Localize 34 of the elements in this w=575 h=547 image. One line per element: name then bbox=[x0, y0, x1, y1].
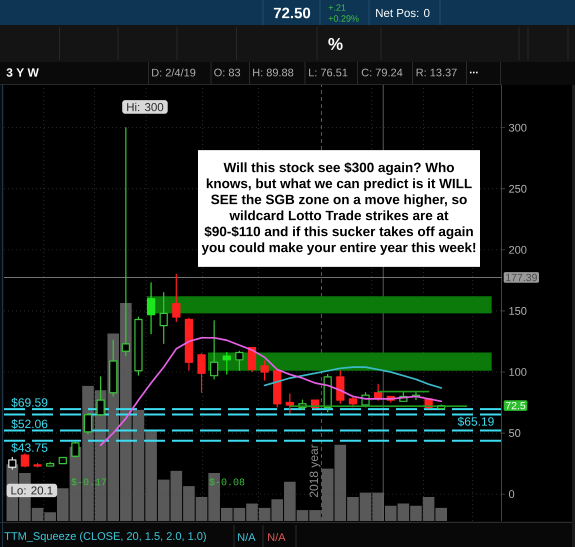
annotation: 2018 year bbox=[310, 444, 320, 498]
ref-line-label: $52.06 bbox=[11, 419, 48, 429]
annotation: Will this stock see $300 again? Who knows, but what we can predict is it WILL SEE the SGB zone on a move higher, so wildcard Lotto Trade strikes are at $90-$110 and if this sucker takes off again you could make your entire year this week! bbox=[202, 162, 476, 255]
y-tick-label: 0 bbox=[508, 490, 514, 498]
text: Net Pos: 0 bbox=[376, 8, 430, 18]
ref-line-label: $43.75 bbox=[11, 442, 48, 453]
text: H: 89.88 bbox=[253, 68, 294, 76]
y-tick-label: 200 bbox=[509, 246, 526, 254]
text: D: 2/4/19 bbox=[152, 68, 196, 77]
annotation: Lo: 20.1 bbox=[11, 486, 53, 495]
y-tick-label: 250 bbox=[509, 184, 526, 193]
text: +.21 bbox=[328, 4, 346, 11]
text: L: 76.51 bbox=[309, 68, 348, 76]
y-tick-label: 100 bbox=[509, 368, 526, 376]
chart-title: 3 Y W bbox=[6, 68, 39, 77]
annotation: $-0.08 bbox=[209, 478, 244, 486]
ref-line-label: 177.39 bbox=[506, 274, 537, 282]
text: % bbox=[328, 38, 343, 50]
y-tick-label: 150 bbox=[509, 307, 526, 315]
text: TTM_Squeeze (CLOSE, 20, 1.5, 2.0, 1.0) bbox=[4, 532, 206, 542]
y-tick-label: 50 bbox=[508, 429, 520, 437]
text: 72.50 bbox=[274, 8, 310, 18]
text: O: 83 bbox=[214, 68, 240, 76]
annotation: Hi: 300 bbox=[127, 102, 164, 112]
ref-line-label: $65.19 bbox=[458, 416, 494, 426]
text: C: 79.24 bbox=[362, 68, 402, 76]
text: +0.29% bbox=[328, 15, 359, 22]
text: N/A bbox=[268, 532, 286, 542]
text: R: 13.37 bbox=[416, 68, 457, 76]
ref-line-label: $69.59 bbox=[11, 398, 48, 408]
text: ... bbox=[470, 72, 478, 74]
annotation: 72.5 bbox=[506, 402, 526, 410]
text: N/A bbox=[238, 532, 256, 542]
y-tick-label: 300 bbox=[508, 124, 526, 132]
